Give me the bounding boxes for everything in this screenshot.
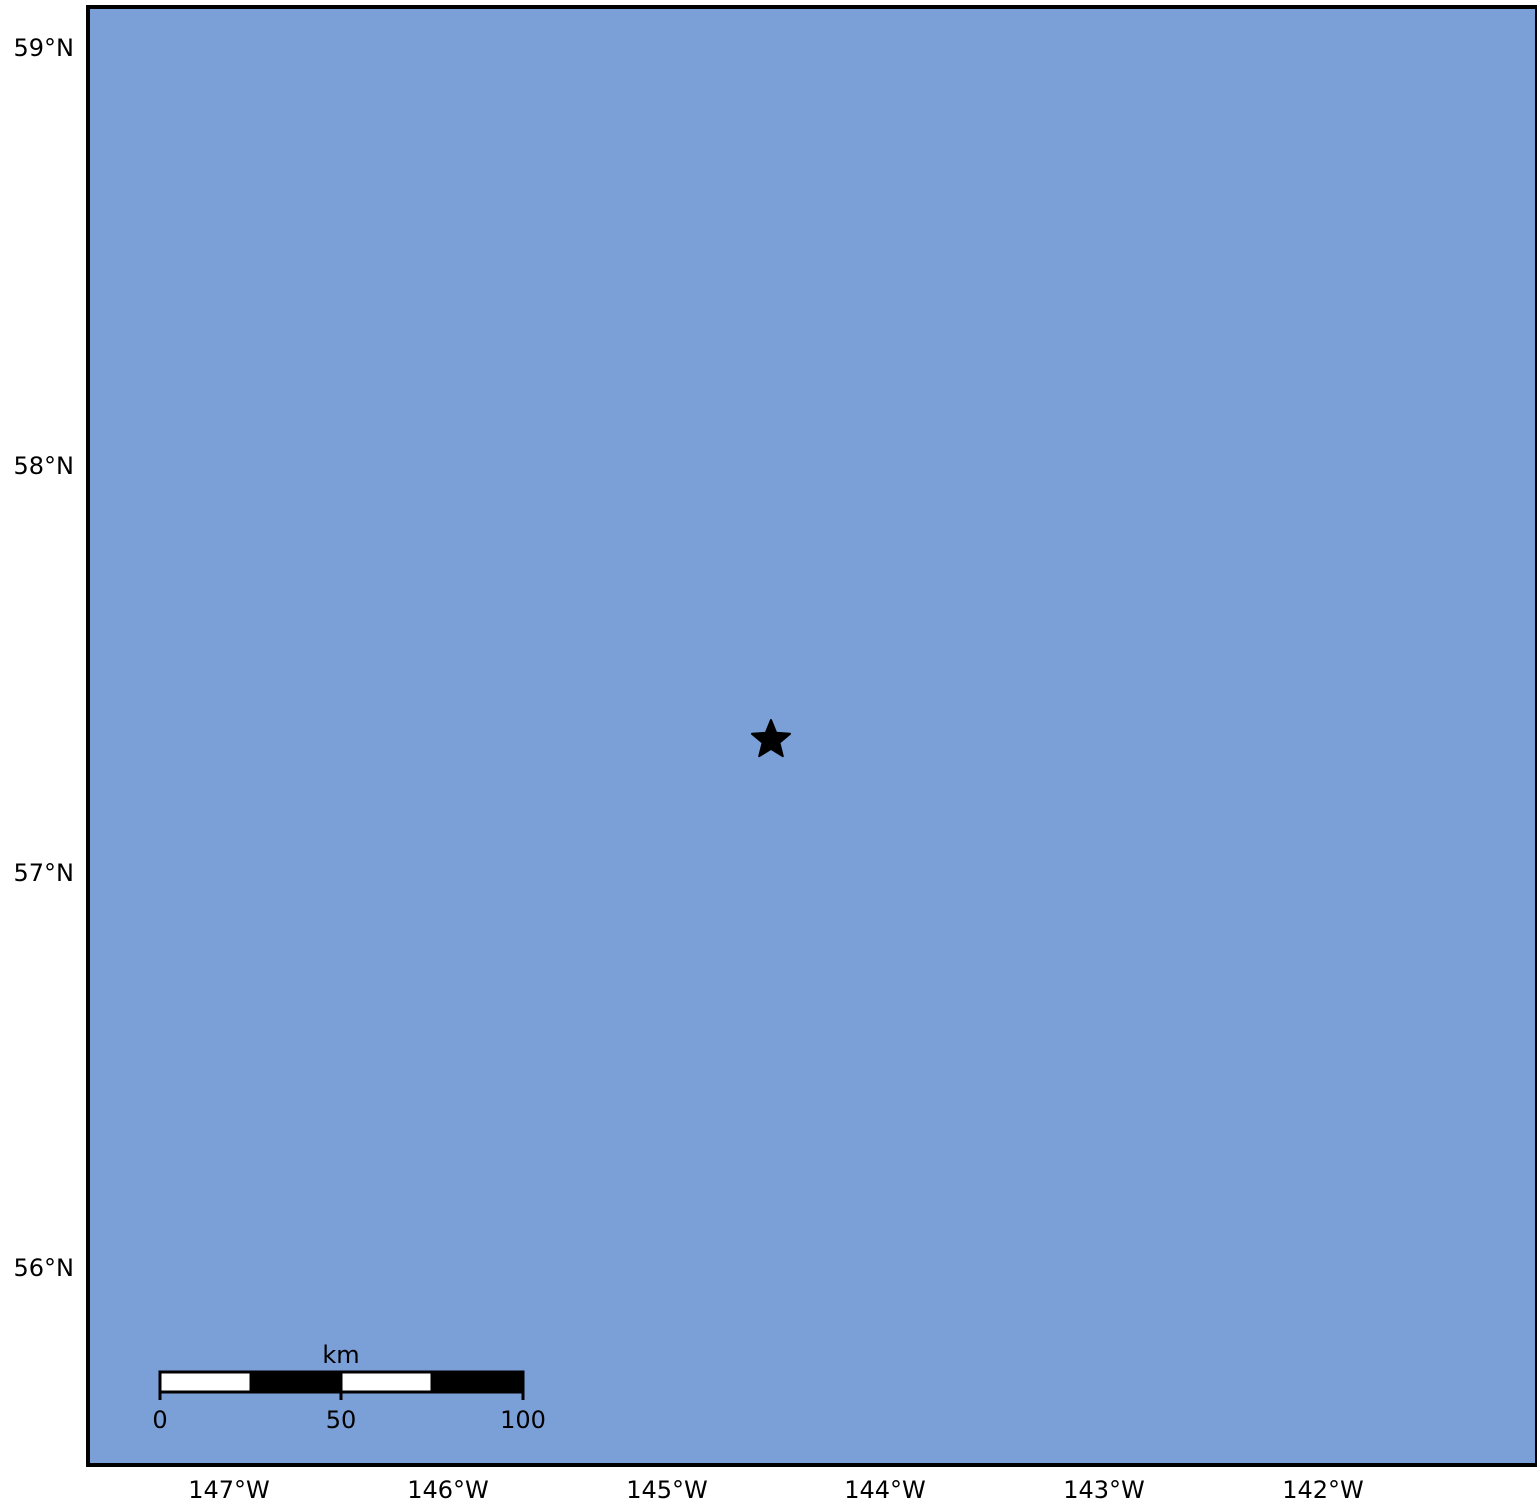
ocean-area — [88, 7, 1537, 1465]
lat-label-56: 56°N — [14, 1254, 75, 1282]
star-icon — [751, 719, 791, 758]
scale-label-50: 50 — [326, 1406, 357, 1434]
scale-segment-3 — [339, 1370, 434, 1394]
scale-segment-2 — [249, 1370, 343, 1394]
lon-label-143: 143°W — [1063, 1476, 1145, 1504]
lon-label-144: 144°W — [844, 1476, 926, 1504]
scale-label-0: 0 — [152, 1406, 167, 1434]
scale-bar: km 0 50 100 — [152, 1341, 546, 1434]
lon-label-145: 145°W — [626, 1476, 708, 1504]
scale-segment-1 — [158, 1370, 253, 1394]
scale-label-100: 100 — [500, 1406, 546, 1434]
lat-label-59: 59°N — [14, 34, 75, 62]
lon-label-147: 147°W — [188, 1476, 270, 1504]
scale-segment-4 — [430, 1370, 525, 1394]
lat-label-58: 58°N — [14, 452, 75, 480]
map-frame — [86, 5, 1537, 1467]
lat-label-57: 57°N — [14, 859, 75, 887]
lon-label-146: 146°W — [407, 1476, 489, 1504]
scale-unit-label: km — [322, 1341, 359, 1369]
lon-label-142: 142°W — [1282, 1476, 1364, 1504]
